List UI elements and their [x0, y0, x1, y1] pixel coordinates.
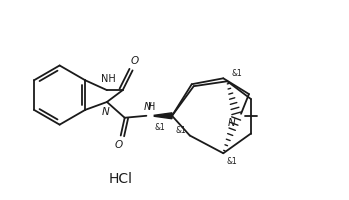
- Text: HCl: HCl: [109, 172, 133, 186]
- Polygon shape: [154, 113, 172, 119]
- Text: &1: &1: [176, 126, 187, 135]
- Text: NH: NH: [101, 74, 115, 84]
- Text: &1: &1: [231, 69, 242, 78]
- Text: N: N: [143, 102, 151, 112]
- Text: O: O: [131, 56, 139, 66]
- Text: &1: &1: [155, 123, 165, 132]
- Text: N: N: [102, 107, 110, 117]
- Text: &1: &1: [226, 157, 237, 166]
- Text: O: O: [115, 140, 123, 150]
- Text: N: N: [228, 118, 235, 128]
- Text: H: H: [148, 102, 156, 112]
